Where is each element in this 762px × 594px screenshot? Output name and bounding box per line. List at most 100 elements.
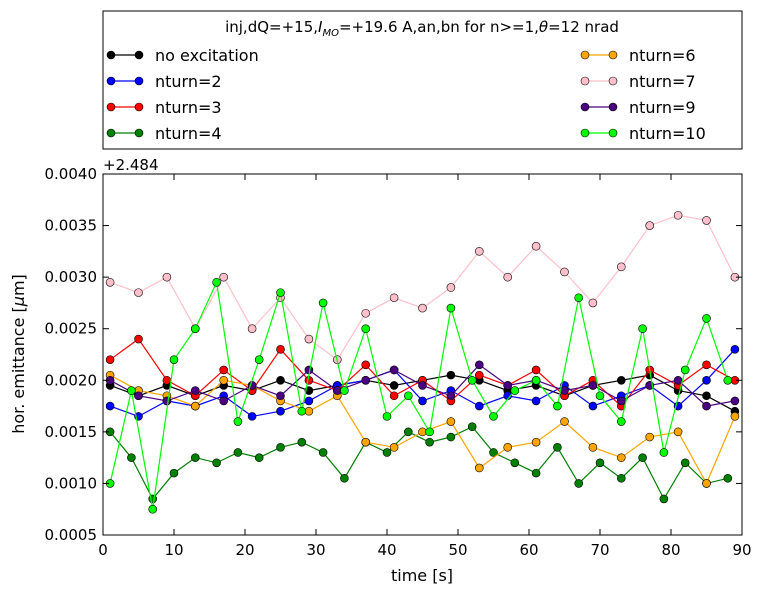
data-point bbox=[389, 381, 399, 390]
series-layer bbox=[105, 210, 740, 514]
data-point bbox=[127, 453, 136, 462]
data-point bbox=[503, 381, 513, 390]
data-point bbox=[276, 391, 285, 401]
data-point bbox=[276, 375, 285, 385]
y-tick-label: 0.0015 bbox=[45, 423, 98, 441]
y-tick-label: 0.0025 bbox=[45, 320, 98, 338]
data-point bbox=[191, 401, 200, 411]
series-line bbox=[109, 280, 729, 510]
data-point bbox=[616, 417, 626, 426]
data-point bbox=[418, 396, 427, 406]
data-point bbox=[191, 453, 200, 462]
data-point bbox=[446, 432, 456, 442]
y-offset-label: +2.484 bbox=[103, 156, 159, 174]
series-nturn-7 bbox=[105, 210, 740, 364]
legend-marker bbox=[608, 76, 618, 86]
data-point bbox=[418, 303, 427, 313]
data-point bbox=[489, 448, 498, 457]
legend-frame bbox=[102, 10, 743, 150]
data-point bbox=[418, 427, 427, 437]
data-point bbox=[595, 458, 605, 468]
data-point bbox=[361, 437, 371, 447]
x-tick-label: 90 bbox=[732, 541, 751, 559]
data-point bbox=[645, 221, 655, 230]
data-point bbox=[105, 277, 115, 287]
data-point bbox=[219, 375, 228, 385]
data-point bbox=[247, 412, 257, 421]
data-point bbox=[616, 453, 626, 462]
legend-label: nturn=9 bbox=[629, 98, 696, 117]
legend-entry: nturn=6 bbox=[580, 46, 696, 65]
y-axis-label: hor. emittance [μm] bbox=[9, 274, 28, 434]
data-point bbox=[297, 437, 307, 447]
legend-entry: nturn=9 bbox=[580, 98, 696, 117]
data-point bbox=[588, 401, 598, 411]
data-point bbox=[212, 277, 221, 287]
data-point bbox=[304, 406, 314, 416]
data-point bbox=[673, 375, 683, 385]
legend-label: nturn=3 bbox=[155, 98, 222, 117]
data-point bbox=[680, 365, 690, 375]
data-point bbox=[723, 375, 733, 385]
legend-label: nturn=4 bbox=[155, 124, 222, 143]
legend-marker bbox=[134, 76, 144, 86]
data-point bbox=[340, 386, 349, 395]
legend-marker bbox=[608, 128, 618, 138]
y-tick-label: 0.0035 bbox=[45, 217, 98, 235]
data-point bbox=[254, 453, 264, 462]
legend-marker bbox=[608, 102, 618, 112]
data-point bbox=[673, 427, 683, 437]
data-point bbox=[446, 417, 456, 426]
data-point bbox=[702, 360, 711, 370]
data-point bbox=[702, 314, 711, 323]
data-point bbox=[560, 417, 569, 426]
data-point bbox=[531, 241, 541, 251]
x-tick-label: 20 bbox=[235, 541, 254, 559]
data-point bbox=[510, 386, 520, 395]
data-point bbox=[233, 448, 243, 457]
legend-entry: nturn=4 bbox=[106, 124, 222, 143]
data-point bbox=[148, 504, 157, 514]
series-nturn-10 bbox=[105, 277, 733, 514]
ticks-layer: 0 10 20 30 40 50 60 70 80 90 0.0005 0.0010 0.0015 0.0… bbox=[45, 165, 752, 559]
data-point bbox=[702, 216, 711, 225]
data-point bbox=[503, 272, 513, 282]
x-tick-label: 70 bbox=[590, 541, 609, 559]
data-point bbox=[659, 494, 669, 504]
y-tick-label: 0.0040 bbox=[45, 165, 98, 183]
data-point bbox=[531, 396, 541, 406]
y-tick-label: 0.0010 bbox=[45, 474, 98, 492]
data-point bbox=[403, 427, 413, 437]
data-point bbox=[730, 412, 740, 421]
data-point bbox=[531, 375, 541, 385]
data-point bbox=[105, 355, 115, 364]
y-tick-label: 0.0030 bbox=[45, 268, 98, 286]
x-axis-label: time [s] bbox=[391, 566, 453, 585]
legend-marker bbox=[134, 102, 144, 112]
data-point bbox=[673, 210, 683, 220]
data-point bbox=[474, 247, 484, 256]
data-point bbox=[531, 365, 541, 375]
data-point bbox=[595, 391, 605, 401]
data-point bbox=[702, 375, 711, 385]
data-point bbox=[162, 396, 172, 406]
data-point bbox=[361, 360, 371, 370]
data-point bbox=[588, 381, 598, 390]
data-point bbox=[162, 375, 172, 385]
data-point bbox=[340, 473, 349, 483]
data-point bbox=[503, 443, 513, 452]
data-point bbox=[382, 448, 392, 457]
data-point bbox=[389, 391, 399, 401]
legend-marker bbox=[106, 76, 116, 86]
x-tick-label: 50 bbox=[448, 541, 467, 559]
data-point bbox=[212, 458, 221, 468]
legend-label: no excitation bbox=[155, 46, 259, 65]
legend-marker bbox=[608, 50, 618, 60]
legend-entry: nturn=2 bbox=[106, 72, 222, 91]
data-point bbox=[219, 272, 228, 282]
data-point bbox=[588, 298, 598, 308]
axes-frame bbox=[102, 173, 743, 536]
data-point bbox=[638, 324, 647, 334]
data-point bbox=[361, 308, 371, 318]
